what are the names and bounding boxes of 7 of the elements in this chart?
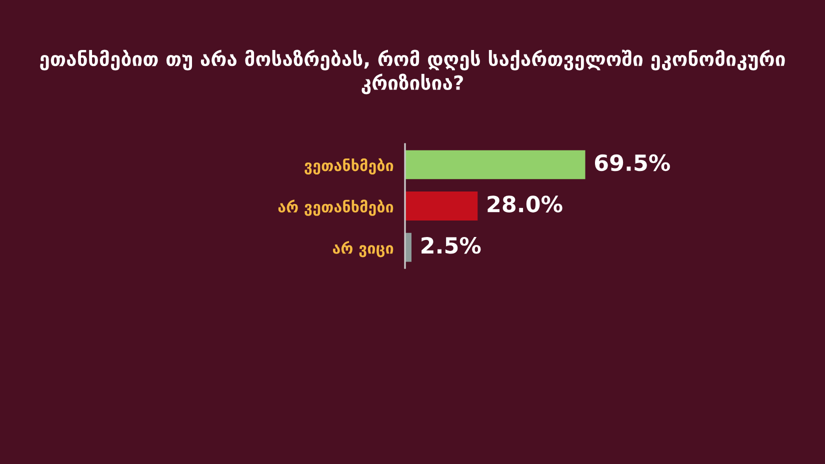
data-label: 2.5% bbox=[422, 236, 481, 254]
y-tick-label: არ ვიცი bbox=[332, 240, 394, 258]
y-tick-label: ვეთანხმები bbox=[304, 158, 394, 175]
data-label: 28.0% bbox=[488, 196, 562, 212]
y-tick-label: არ ვეთანხმები bbox=[278, 200, 394, 216]
chart-title: ეთანხმებით თუ არა მოსაზრებას, რომ დღეს საქართველოში ეკონომიკური კრიზისია? bbox=[40, 50, 785, 94]
data-label: 69.5% bbox=[594, 154, 670, 172]
